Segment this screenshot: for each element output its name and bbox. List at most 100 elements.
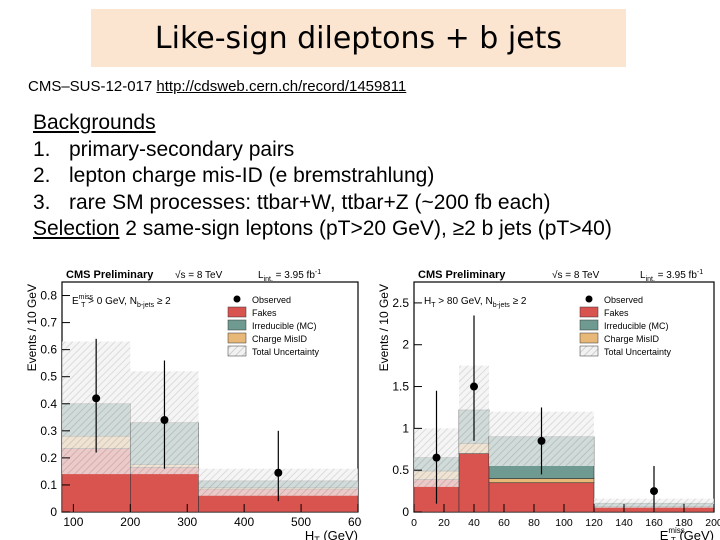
legend-marker-observed [233,295,241,303]
background-text: rare SM processes: ttbar+W, ttbar+Z (~20… [69,190,551,214]
reference-link[interactable]: http://cdsweb.cern.ch/record/1459811 [156,78,407,95]
y-tick-label: 0.1 [40,478,57,492]
observed-point [432,453,441,462]
y-tick-label: 0.5 [40,370,57,384]
lumi-sub: int. [646,276,655,283]
background-num: 1. [33,137,51,161]
legend-swatch [227,345,247,357]
x-tick-label: 300 [177,515,197,529]
x-axis-label-sup: miss [668,526,684,535]
selection-label: Emiss T > 0 GeV, Nb-jets ≥ 2 [72,294,171,309]
selection-rest-tail: ≥ 2 [154,296,171,307]
background-item: 2. lepton charge mis-ID (e bremstrahlung) [33,163,612,190]
x-tick-label: 80 [528,517,540,529]
x-axis-label-sub: T [314,535,320,540]
legend-label: Fakes [252,308,277,318]
title-box: Like-sign dileptons + b jets [91,9,626,67]
reference-line: CMS–SUS-12-017 http://cdsweb.cern.ch/rec… [28,78,406,95]
selection-rest-tail: ≥ 2 [510,296,527,307]
legend-label: Irreducible (MC) [604,321,669,331]
x-tick-label: 60 [498,517,510,529]
legend-marker-observed [585,295,593,303]
x-tick-label: 100 [63,515,83,529]
slide-title: Like-sign dileptons + b jets [154,20,563,56]
lumi-sup: -1 [315,269,321,276]
x-tick-label: 140 [615,517,633,529]
y-tick-label: 0 [50,505,57,519]
y-tick-label: 1.5 [392,380,409,394]
y-tick-label: 1 [402,421,409,435]
lumi-sub: int. [264,276,273,283]
x-tick-label: 200 [705,517,720,529]
legend-swatch [579,345,599,357]
observed-point [92,394,101,403]
legend-swatch [227,319,247,331]
luminosity-label: Lint. = 3.95 fb-1 [258,269,321,283]
x-axis-label-main: H [305,528,314,540]
observed-point [160,416,169,424]
selection-main: H [424,296,431,307]
background-text: lepton charge mis-ID (e bremstrahlung) [69,164,435,187]
legend-label: Total Uncertainty [604,347,672,357]
y-tick-label: 0.7 [40,316,57,330]
legend-label: Fakes [604,308,629,318]
observed-point [274,468,283,477]
x-axis-label-main: E [660,528,669,540]
selection-rest-sub: b-jets [137,302,155,309]
y-tick-label: 0.3 [40,424,57,438]
selection-sup: miss [79,294,94,301]
chart-header: CMS Preliminary [66,269,154,281]
y-tick-label: 0 [402,505,409,519]
y-axis-label: Events / 10 GeV [377,284,391,371]
legend-label: Charge MisID [604,334,660,344]
x-axis-label: HT (GeV) [305,528,358,540]
x-axis-label-unit: (GeV) [320,528,358,540]
x-tick-label: 20 [438,517,450,529]
observed-point [470,382,478,391]
y-tick-label: 0.6 [40,343,57,357]
legend-label: Total Uncertainty [252,347,320,357]
selection-heading: Selection [33,217,120,240]
selection-sub: T [431,302,436,309]
lumi-main: L [258,270,264,281]
selection-rest-sub: b-jets [493,302,511,309]
chart-header: CMS Preliminary [418,269,506,281]
x-axis-label-unit: (GeV) [676,528,714,540]
fakes-bar [458,453,490,513]
x-tick-label: 180 [675,517,693,529]
legend-swatch [579,306,599,318]
slide-body: Backgrounds 1. primary-secondary pairs 2.… [33,110,612,243]
x-tick-label: 500 [291,515,311,529]
backgrounds-heading: Backgrounds [33,111,156,134]
ht-distribution-chart: 0 0.1 0.2 0.3 0.4 0.5 0.6 0.7 0.8 100 200 300 400 500… [25,269,362,540]
y-axis-label: Events / 10 GeV [25,284,39,371]
selection-line: Selection 2 same-sign leptons (pT>20 GeV… [33,216,612,243]
legend-label: Irreducible (MC) [252,321,317,331]
legend-swatch [227,306,247,318]
charge-misid-bar [488,478,595,484]
y-tick-label: 0.8 [40,289,57,303]
background-num: 2. [33,164,51,187]
x-tick-label: 160 [645,517,663,529]
lumi-sup: -1 [697,269,703,276]
y-tick-label: 0.5 [392,463,409,477]
observed-point [650,487,658,496]
x-tick-label: 100 [555,517,573,529]
y-tick-label: 0.4 [40,397,57,411]
selection-main: E [72,296,79,307]
energy-label: √s = 8 TeV [552,269,600,281]
background-text: primary-secondary pairs [69,137,295,161]
reference-id: CMS–SUS-12-017 [28,78,153,95]
x-tick-label: 200 [120,515,140,529]
selection-label: HT > 80 GeV, Nb-jets ≥ 2 [424,296,527,309]
lumi-main: L [640,270,646,281]
lumi-value: = 3.95 fb [655,270,697,281]
lumi-value: = 3.95 fb [273,270,315,281]
legend-label: Charge MisID [252,334,308,344]
legend-swatch [227,332,247,344]
x-axis-label-sub: T [671,536,676,540]
legend-swatch [579,332,599,344]
selection-rest: > 80 GeV, N [436,296,493,307]
background-num: 3. [33,190,51,214]
